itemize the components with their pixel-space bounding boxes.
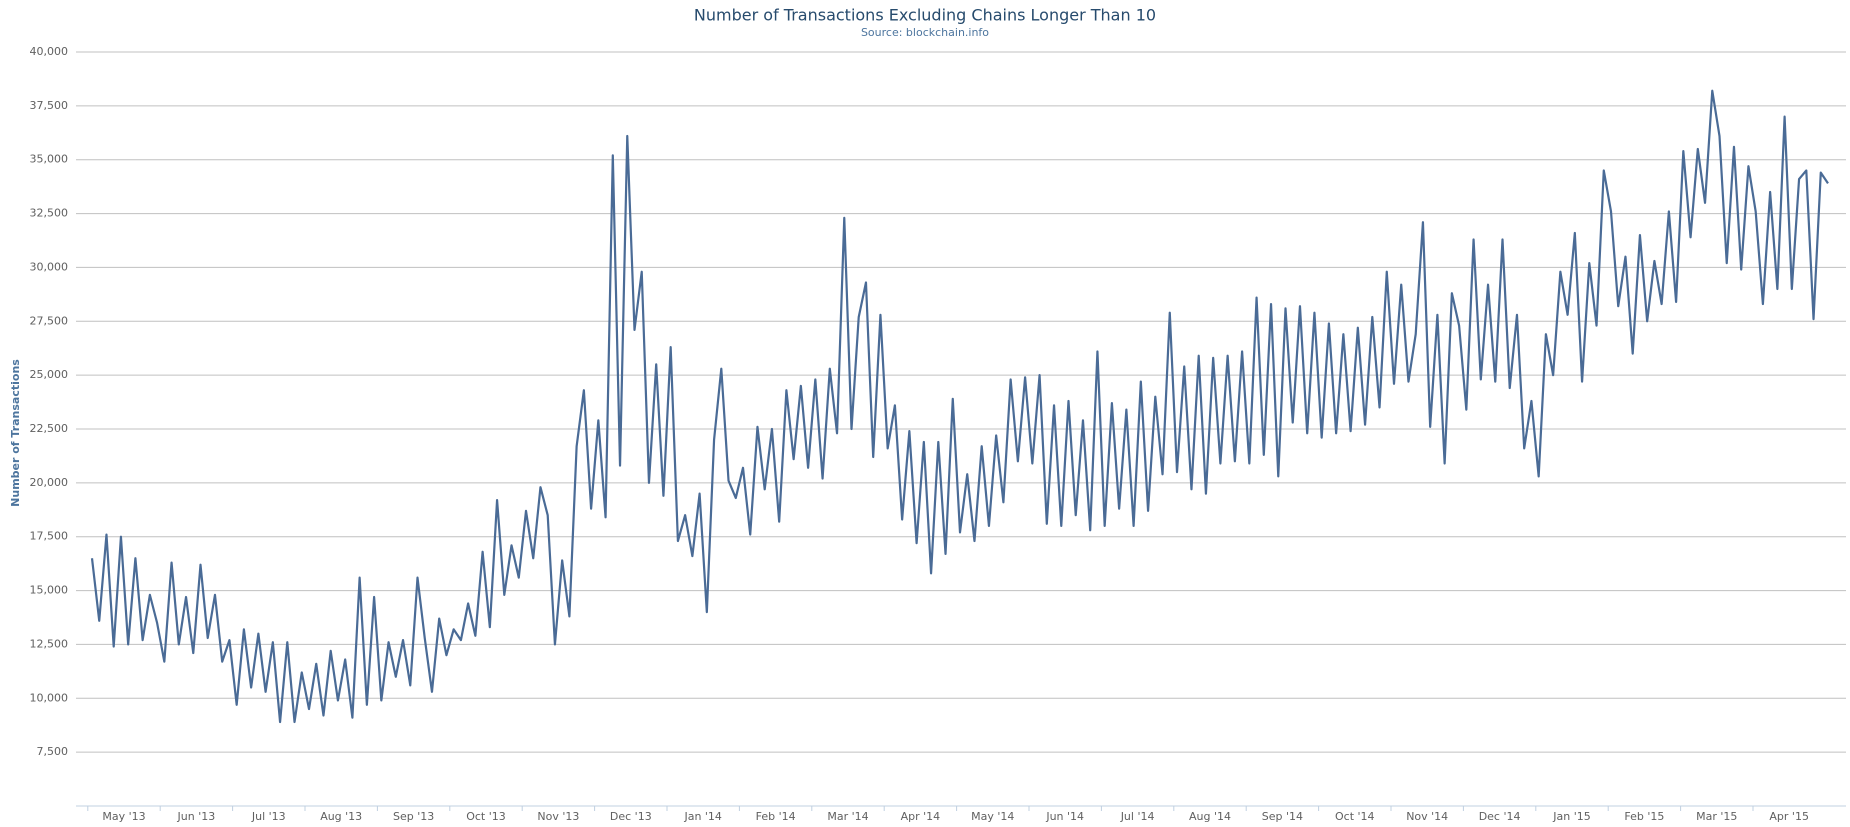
x-tick-label: Jan '15 bbox=[1552, 810, 1590, 823]
x-tick-label: May '14 bbox=[971, 810, 1014, 823]
x-tick-label: Apr '15 bbox=[1769, 810, 1809, 823]
y-axis-title: Number of Transactions bbox=[9, 359, 22, 507]
x-tick-label: Apr '14 bbox=[901, 810, 941, 823]
y-tick-label: 32,500 bbox=[30, 207, 69, 220]
x-tick-label: Jul '14 bbox=[1120, 810, 1155, 823]
x-tick-label: Dec '13 bbox=[610, 810, 652, 823]
x-tick-label: Oct '14 bbox=[1335, 810, 1375, 823]
y-tick-label: 37,500 bbox=[30, 99, 69, 112]
y-tick-label: 20,000 bbox=[30, 476, 69, 489]
y-tick-label: 12,500 bbox=[30, 637, 69, 650]
x-tick-label: Nov '13 bbox=[537, 810, 579, 823]
y-tick-label: 40,000 bbox=[30, 45, 69, 58]
x-tick-label: Dec '14 bbox=[1479, 810, 1521, 823]
x-tick-label: Oct '13 bbox=[466, 810, 506, 823]
y-tick-label: 7,500 bbox=[37, 745, 69, 758]
y-tick-label: 15,000 bbox=[30, 584, 69, 597]
y-tick-label: 27,500 bbox=[30, 314, 69, 327]
y-tick-label: 10,000 bbox=[30, 691, 69, 704]
chart-title: Number of Transactions Excluding Chains … bbox=[694, 6, 1156, 25]
x-tick-label: Jul '13 bbox=[251, 810, 286, 823]
y-tick-label: 35,000 bbox=[30, 153, 69, 166]
x-tick-label: Feb '15 bbox=[1624, 810, 1664, 823]
x-tick-label: Feb '14 bbox=[756, 810, 796, 823]
x-tick-label: Aug '14 bbox=[1189, 810, 1231, 823]
x-tick-label: Mar '14 bbox=[827, 810, 868, 823]
y-tick-label: 17,500 bbox=[30, 530, 69, 543]
y-tick-label: 25,000 bbox=[30, 368, 69, 381]
x-tick-label: Sep '14 bbox=[1262, 810, 1303, 823]
x-tick-label: May '13 bbox=[102, 810, 145, 823]
x-tick-label: Jan '14 bbox=[683, 810, 721, 823]
x-tick-label: Aug '13 bbox=[320, 810, 362, 823]
y-tick-label: 22,500 bbox=[30, 422, 69, 435]
x-tick-label: Mar '15 bbox=[1696, 810, 1737, 823]
chart-subtitle: Source: blockchain.info bbox=[861, 26, 989, 39]
y-tick-label: 30,000 bbox=[30, 260, 69, 273]
x-tick-label: Jun '13 bbox=[177, 810, 216, 823]
x-tick-label: Sep '13 bbox=[393, 810, 434, 823]
x-tick-label: Jun '14 bbox=[1045, 810, 1084, 823]
data-line bbox=[90, 89, 1829, 724]
x-tick-label: Nov '14 bbox=[1406, 810, 1448, 823]
